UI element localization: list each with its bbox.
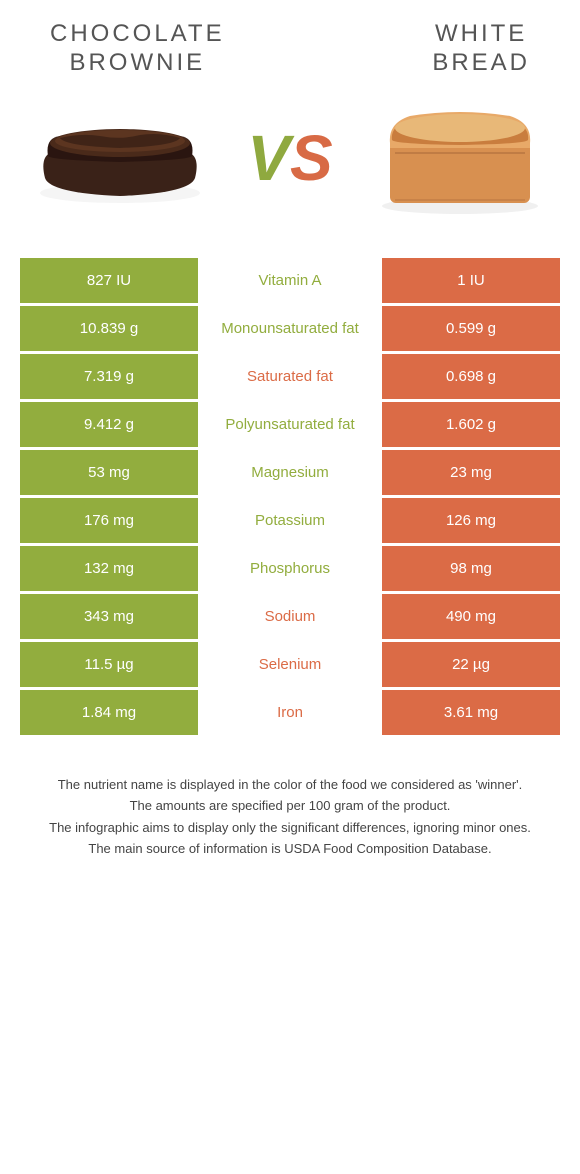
brownie-image xyxy=(30,98,210,218)
cell-right: 0.599 g xyxy=(382,306,560,351)
table-row: 11.5 µgSelenium22 µg xyxy=(20,642,560,687)
cell-left: 9.412 g xyxy=(20,402,198,447)
footnote-line: The main source of information is USDA F… xyxy=(30,839,550,859)
cell-right: 1 IU xyxy=(382,258,560,303)
header-titles: CHOCOLATE BROWNIE WHITE BREAD xyxy=(20,20,560,78)
cell-right: 23 mg xyxy=(382,450,560,495)
cell-label: Magnesium xyxy=(201,450,379,495)
cell-right: 3.61 mg xyxy=(382,690,560,735)
table-row: 1.84 mgIron3.61 mg xyxy=(20,690,560,735)
footnotes: The nutrient name is displayed in the co… xyxy=(20,775,560,859)
food-right-title: WHITE BREAD xyxy=(432,20,530,78)
table-row: 53 mgMagnesium23 mg xyxy=(20,450,560,495)
cell-label: Monounsaturated fat xyxy=(201,306,379,351)
table-row: 7.319 gSaturated fat0.698 g xyxy=(20,354,560,399)
images-row: VS xyxy=(20,98,560,218)
nutrient-table: 827 IUVitamin A1 IU10.839 gMonounsaturat… xyxy=(20,258,560,735)
cell-label: Iron xyxy=(201,690,379,735)
cell-label: Polyunsaturated fat xyxy=(201,402,379,447)
cell-left: 343 mg xyxy=(20,594,198,639)
table-row: 176 mgPotassium126 mg xyxy=(20,498,560,543)
table-row: 132 mgPhosphorus98 mg xyxy=(20,546,560,591)
cell-left: 11.5 µg xyxy=(20,642,198,687)
cell-left: 176 mg xyxy=(20,498,198,543)
cell-left: 7.319 g xyxy=(20,354,198,399)
vs-v: V xyxy=(247,122,290,194)
cell-label: Saturated fat xyxy=(201,354,379,399)
cell-left: 132 mg xyxy=(20,546,198,591)
cell-right: 1.602 g xyxy=(382,402,560,447)
cell-label: Vitamin A xyxy=(201,258,379,303)
cell-label: Potassium xyxy=(201,498,379,543)
cell-right: 126 mg xyxy=(382,498,560,543)
cell-right: 0.698 g xyxy=(382,354,560,399)
vs-label: VS xyxy=(247,121,332,195)
table-row: 10.839 gMonounsaturated fat0.599 g xyxy=(20,306,560,351)
cell-right: 22 µg xyxy=(382,642,560,687)
cell-left: 10.839 g xyxy=(20,306,198,351)
table-row: 827 IUVitamin A1 IU xyxy=(20,258,560,303)
cell-left: 53 mg xyxy=(20,450,198,495)
table-row: 343 mgSodium490 mg xyxy=(20,594,560,639)
footnote-line: The infographic aims to display only the… xyxy=(30,818,550,838)
cell-left: 827 IU xyxy=(20,258,198,303)
cell-label: Sodium xyxy=(201,594,379,639)
table-row: 9.412 gPolyunsaturated fat1.602 g xyxy=(20,402,560,447)
cell-left: 1.84 mg xyxy=(20,690,198,735)
food-left-title: CHOCOLATE BROWNIE xyxy=(50,20,225,78)
cell-label: Selenium xyxy=(201,642,379,687)
vs-s: S xyxy=(290,122,333,194)
footnote-line: The amounts are specified per 100 gram o… xyxy=(30,796,550,816)
footnote-line: The nutrient name is displayed in the co… xyxy=(30,775,550,795)
bread-image xyxy=(370,98,550,218)
cell-label: Phosphorus xyxy=(201,546,379,591)
cell-right: 98 mg xyxy=(382,546,560,591)
cell-right: 490 mg xyxy=(382,594,560,639)
